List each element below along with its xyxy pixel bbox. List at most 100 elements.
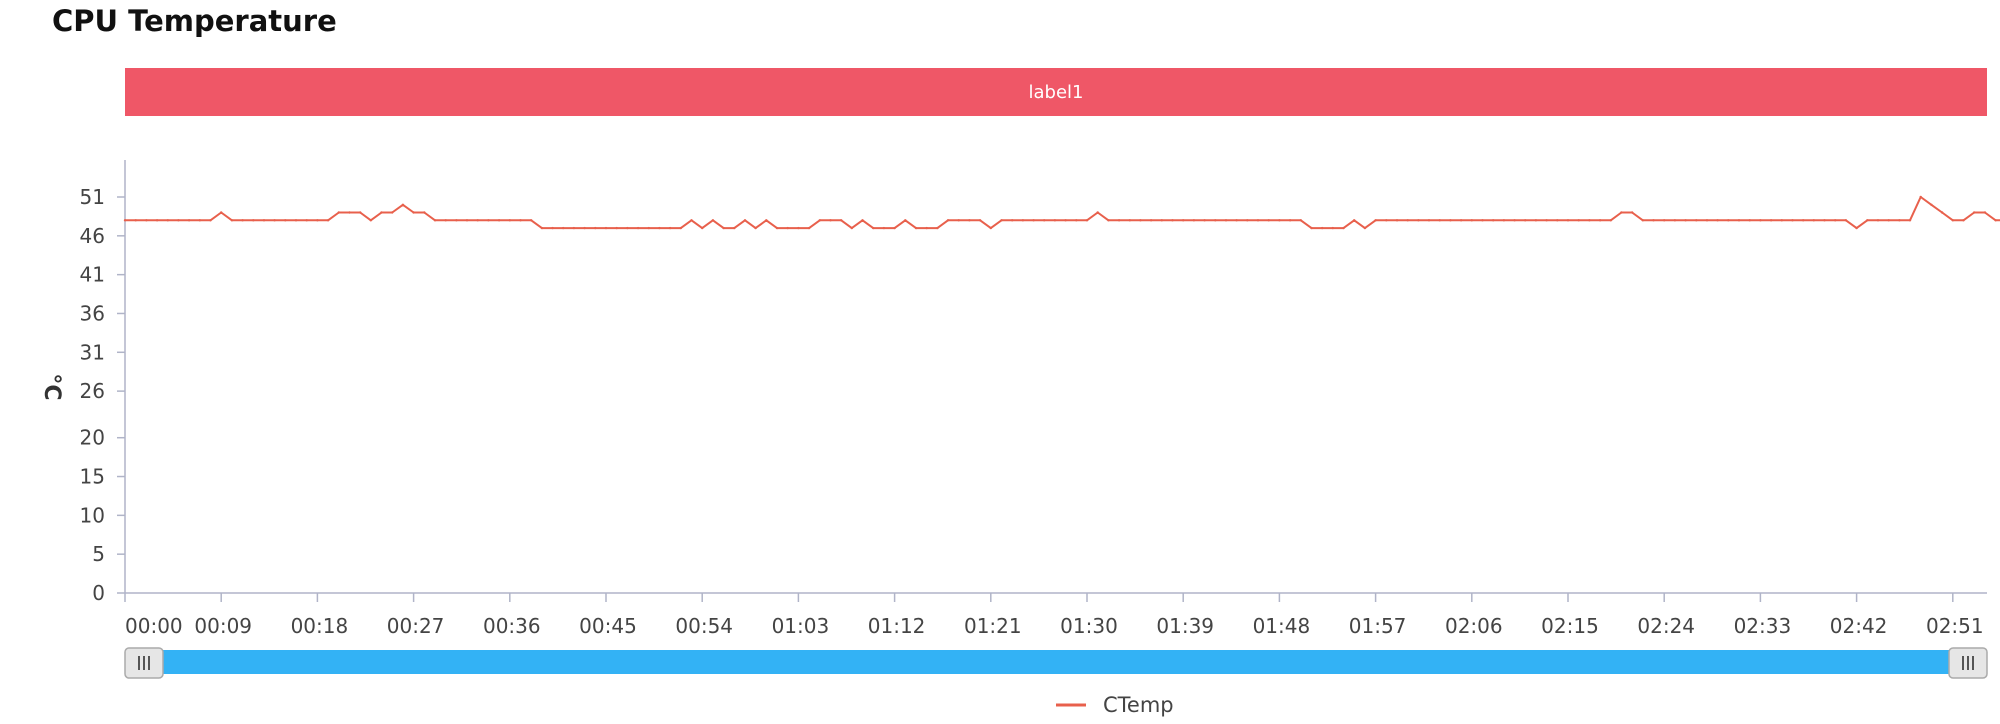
data-point [594,226,597,230]
data-point [690,219,693,222]
data-point [155,219,159,222]
data-point [572,226,576,230]
x-tick-label: 02:06 [1445,614,1503,638]
data-point [1011,219,1014,222]
data-point [1267,219,1270,222]
data-point [1994,219,1997,222]
data-point [1492,219,1495,222]
data-point [412,211,415,214]
x-tick-label: 01:39 [1156,614,1214,638]
data-point [348,211,351,214]
data-point [1534,219,1538,222]
legend-label-ctemp: CTemp [1103,693,1174,717]
data-point [1716,219,1719,222]
y-axis: 0 5 10 15 20 26 31 36 41 46 51 [80,160,126,605]
x-tick-label: 02:15 [1541,614,1599,638]
data-point [123,219,127,222]
data-point [1182,219,1185,222]
slider-track[interactable] [125,650,1987,674]
data-point [1128,219,1132,222]
data-point [145,219,148,222]
data-point [658,226,661,230]
data-point [262,219,266,222]
data-point [1705,219,1709,222]
data-point [1973,211,1976,214]
legend[interactable]: CTemp [1056,693,1174,717]
data-point [1117,219,1121,222]
x-tick-label: 01:21 [964,614,1022,638]
x-tick-label: 01:12 [868,614,926,638]
data-point [968,219,971,222]
data-point [465,219,469,222]
data-point [369,219,372,222]
data-point [914,226,918,230]
data-point [1855,226,1858,230]
data-point [230,219,234,222]
y-tick-label: 0 [92,581,105,605]
data-point [380,211,383,214]
data-point [1256,219,1260,222]
y-tick-label: 36 [80,301,105,325]
y-tick-label: 26 [80,379,105,403]
data-point [636,226,640,230]
data-point [1630,211,1634,214]
data-point [1983,211,1987,214]
data-point [241,219,244,222]
data-point [807,226,811,230]
slider-handle-right[interactable] [1948,647,1988,679]
data-point [1727,219,1730,222]
y-tick-label: 5 [92,542,105,566]
data-point [893,226,896,230]
data-point [957,219,960,222]
data-point [786,226,789,230]
data-point [562,226,565,230]
data-point [840,219,843,222]
data-point [1823,219,1826,222]
label-banner: label1 [125,68,1987,116]
data-point [1021,219,1025,222]
data-point [1053,219,1057,222]
data-point [1566,219,1570,222]
data-point [1930,203,1933,206]
data-point [1406,219,1409,222]
data-point [273,219,276,222]
data-point [1556,219,1559,222]
slider-handle-left[interactable] [124,647,164,679]
data-point [872,226,875,230]
zoom-slider[interactable] [124,647,1988,679]
data-point [936,226,939,230]
x-tick-label: 00:45 [579,614,637,638]
data-point [1278,219,1281,222]
data-point [626,226,629,230]
data-point [1224,219,1228,222]
data-point [1545,219,1548,222]
data-point [337,211,340,214]
data-point [1417,219,1420,222]
data-point [476,219,479,222]
data-point [1802,219,1805,222]
data-point [1748,219,1751,222]
data-point [722,226,725,230]
data-point [1160,219,1164,222]
data-point [1438,219,1441,222]
data-point [765,219,768,222]
data-point [1919,195,1922,199]
data-point [1470,219,1474,222]
data-point [1759,219,1762,222]
data-point [1000,219,1003,222]
data-point [733,226,736,230]
data-point [1876,219,1880,222]
data-point [391,211,394,214]
data-point [1203,219,1206,222]
data-point [743,219,747,222]
data-point [1342,226,1345,230]
data-point [1481,219,1484,222]
data-point [818,219,821,222]
data-point [252,219,255,222]
y-tick-label: 51 [80,185,105,209]
data-point [177,219,180,222]
data-point [530,219,533,222]
x-tick-label: 02:51 [1926,614,1984,638]
data-point [1962,219,1965,222]
data-point [1737,219,1741,222]
